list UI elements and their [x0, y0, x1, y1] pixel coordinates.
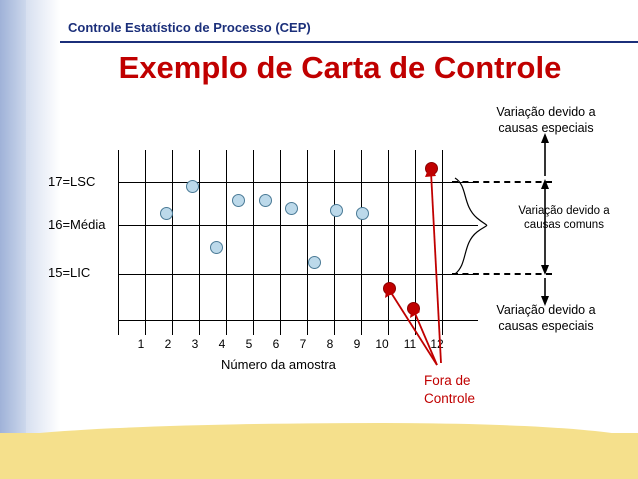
annotation-common-line1: Variação devido a	[518, 205, 610, 217]
annotation-special-bottom-line1: Variação devido a	[496, 303, 596, 317]
footer-band	[0, 423, 638, 479]
grid-vline	[415, 150, 416, 335]
out-of-control-point	[425, 162, 438, 175]
ucl-dashed-extension	[452, 181, 552, 183]
annotation-special-bottom: Variação devido a causas especiais	[466, 303, 626, 334]
data-point	[356, 207, 369, 220]
data-point	[308, 256, 321, 269]
data-point	[210, 241, 223, 254]
grid-vline	[226, 150, 227, 335]
annotation-special-top-line2: causas especiais	[498, 120, 594, 135]
annotation-common-line2: causas comuns	[524, 219, 604, 232]
left-gradient-strip-inner	[0, 0, 26, 440]
grid-vline	[199, 150, 200, 335]
lcl-line	[118, 274, 478, 275]
out-of-control-label: Fora de Controle	[424, 372, 475, 407]
x-tick: 2	[164, 337, 172, 351]
header-title: Controle Estatístico de Processo (CEP)	[68, 20, 311, 35]
x-tick: 11	[403, 337, 417, 351]
x-tick: 12	[430, 337, 444, 351]
grid-vline	[361, 150, 362, 335]
ucl-line	[118, 182, 478, 183]
x-axis-line	[118, 320, 478, 321]
x-tick: 9	[353, 337, 361, 351]
x-tick: 1	[137, 337, 145, 351]
grid-vline	[118, 150, 119, 335]
x-tick: 10	[375, 337, 389, 351]
lcl-dashed-extension	[452, 273, 552, 275]
data-point	[160, 207, 173, 220]
annotation-common: Variação devido a causas comuns	[494, 204, 634, 233]
header-divider	[60, 41, 638, 43]
out-of-control-label-line1: Fora de	[424, 373, 471, 388]
mean-line	[118, 225, 478, 226]
x-tick: 7	[299, 337, 307, 351]
page-title: Exemplo de Carta de Controle	[118, 50, 562, 85]
annotation-special-bottom-line2: causas especiais	[498, 318, 594, 333]
x-axis-title: Número da amostra	[221, 357, 336, 372]
ucl-label: 17=LSC	[48, 174, 96, 189]
out-of-control-point	[383, 282, 396, 295]
out-of-control-label-line2: Controle	[424, 390, 476, 406]
control-chart	[118, 150, 478, 335]
x-tick: 8	[326, 337, 334, 351]
grid-vline	[307, 150, 308, 335]
grid-vline	[388, 150, 389, 335]
data-point	[186, 180, 199, 193]
data-point	[330, 204, 343, 217]
data-point	[259, 194, 272, 207]
grid-vline	[253, 150, 254, 335]
grid-vline	[172, 150, 173, 335]
data-point	[285, 202, 298, 215]
x-tick: 6	[272, 337, 280, 351]
x-tick: 5	[245, 337, 253, 351]
x-tick: 4	[218, 337, 226, 351]
grid-vline	[442, 150, 443, 335]
grid-vline	[145, 150, 146, 335]
mean-label: 16=Média	[48, 217, 106, 232]
annotation-special-top: Variação devido a causas especiais	[466, 105, 626, 136]
grid-vline	[280, 150, 281, 335]
lcl-label: 15=LIC	[48, 265, 91, 280]
grid-vline	[334, 150, 335, 335]
x-tick: 3	[191, 337, 199, 351]
annotation-special-top-line1: Variação devido a	[496, 105, 596, 119]
out-of-control-point	[407, 302, 420, 315]
data-point	[232, 194, 245, 207]
